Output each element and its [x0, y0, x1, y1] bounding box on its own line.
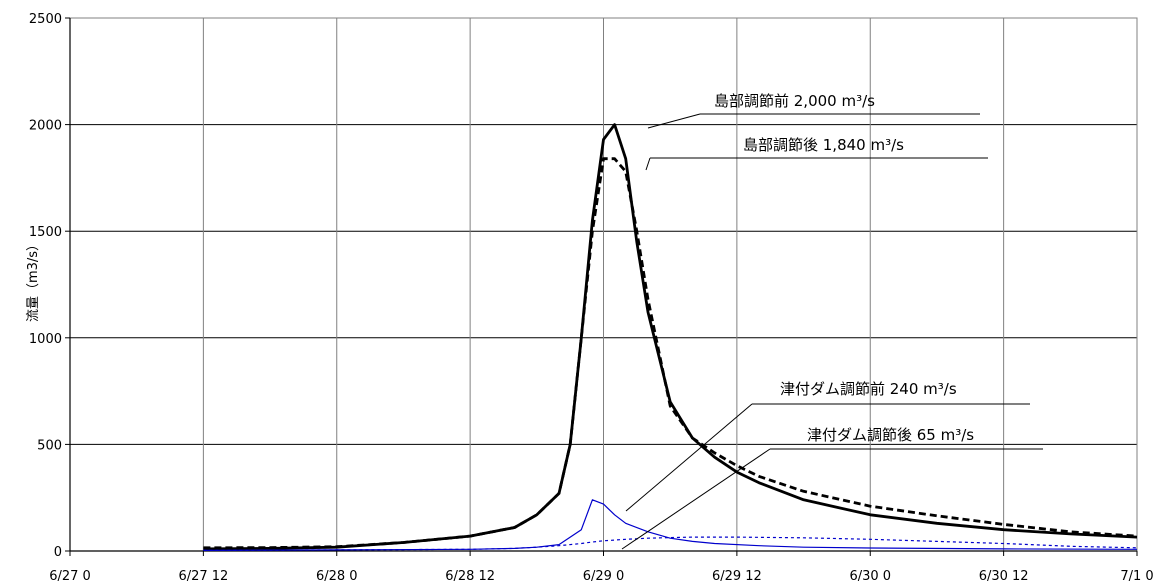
x-tick-label: 6/30 12	[979, 569, 1029, 584]
series-line-shimabe-after	[203, 157, 1138, 550]
x-tick-label: 6/29 0	[583, 569, 625, 584]
y-axis-tick-labels: 0 500 1000 1500 2000 2500	[29, 12, 62, 560]
annotation-tsuzuki-after: 津付ダム調節後 65 m³/s	[807, 426, 974, 444]
x-tick-label: 6/27 0	[49, 569, 91, 584]
series-line-shimabe-before	[203, 123, 1138, 551]
y-tick-label: 2000	[29, 119, 62, 134]
annotation-tsuzuki-before: 津付ダム調節前 240 m³/s	[780, 380, 957, 398]
annotation-shimabe-before: 島部調節前 2,000 m³/s	[714, 92, 875, 110]
x-tick-label: 6/28 12	[445, 569, 495, 584]
x-tick-label: 7/1 0	[1120, 569, 1153, 584]
annotation-leader-line	[621, 448, 771, 550]
annotation-leader-line	[647, 113, 701, 129]
x-axis-tick-labels: 6/27 0 6/27 12 6/28 0 6/28 12 6/29 0 6/29 12 6…	[49, 569, 1153, 584]
x-tick-label: 6/28 0	[316, 569, 358, 584]
y-axis-label: 流量（m3/s）	[26, 238, 41, 322]
grid-lines	[70, 18, 1137, 551]
annotation-shimabe-after: 島部調節後 1,840 m³/s	[743, 136, 904, 154]
x-tick-label: 6/29 12	[712, 569, 762, 584]
annotation-leader-line	[645, 157, 651, 171]
x-tick-label: 6/30 0	[849, 569, 891, 584]
annotation-leader-lines	[621, 113, 1043, 550]
annotation-leader-line	[625, 403, 753, 512]
y-tick-label: 2500	[29, 12, 62, 27]
x-tick-label: 6/27 12	[178, 569, 228, 584]
y-tick-label: 1500	[29, 225, 62, 240]
annotations: 島部調節前 2,000 m³/s 島部調節後 1,840 m³/s 津付ダム調節前 …	[714, 92, 974, 444]
y-tick-label: 1000	[29, 332, 62, 347]
axes	[65, 17, 1138, 556]
y-tick-label: 0	[54, 545, 62, 560]
y-tick-label: 500	[37, 438, 62, 453]
